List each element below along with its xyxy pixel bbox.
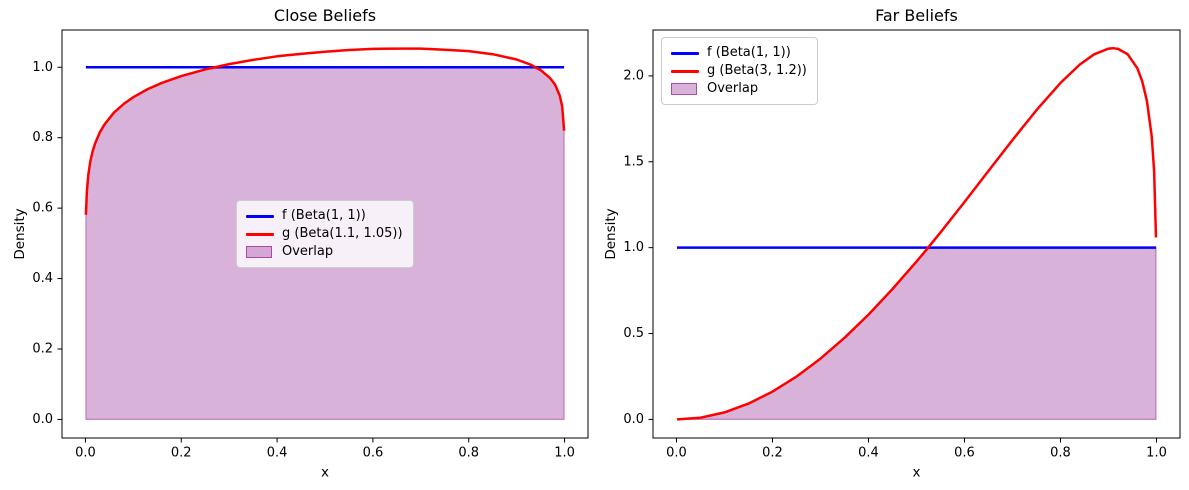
legend-label: g (Beta(1.1, 1.05)) — [282, 226, 403, 241]
plot-title: Close Beliefs — [274, 6, 376, 25]
x-tick-label: 0.4 — [267, 445, 288, 460]
y-tick-label: 1.5 — [623, 154, 644, 169]
overlap-region — [676, 247, 1157, 420]
x-tick-label: 0.8 — [1050, 445, 1071, 460]
legend-line-swatch — [671, 51, 699, 55]
x-tick-label: 0.6 — [363, 445, 384, 460]
y-tick-label: 0.0 — [32, 412, 53, 427]
legend-label: g (Beta(3, 1.2)) — [707, 63, 807, 78]
x-tick-label: 0.2 — [762, 445, 783, 460]
legend-entry: Overlap — [671, 80, 807, 98]
x-tick-label: 0.4 — [858, 445, 879, 460]
x-tick-label: 1.0 — [554, 445, 575, 460]
plot-title: Far Beliefs — [875, 6, 958, 25]
subplot-far-beliefs: 0.0 0.2 0.4 0.6 0.8 1.0 0.0 0.5 1.0 1.5 2.0 Far Bel… — [603, 6, 1181, 481]
y-tick-label: 0.8 — [32, 130, 53, 145]
legend-entry: Overlap — [246, 243, 403, 261]
x-tick-label: 0.2 — [171, 445, 192, 460]
x-tick-label: 1.0 — [1146, 445, 1167, 460]
legend-label: Overlap — [282, 244, 334, 259]
legend-patch-swatch — [671, 83, 697, 95]
y-tick-label: 1.0 — [32, 60, 53, 75]
y-tick-label: 0.4 — [32, 271, 53, 286]
y-tick-label: 0.6 — [32, 201, 53, 216]
y-tick-label: 1.0 — [623, 240, 644, 255]
legend-line-swatch — [246, 232, 274, 236]
legend-label: Overlap — [707, 81, 759, 96]
g-density-curve — [676, 46, 1158, 421]
legend-label: f (Beta(1, 1)) — [707, 45, 791, 60]
legend-label: f (Beta(1, 1)) — [282, 208, 366, 223]
legend-line-swatch — [246, 214, 274, 218]
y-tick-label: 0.0 — [623, 412, 644, 427]
y-tick-label: 0.2 — [32, 342, 53, 357]
axes-spines — [652, 29, 1181, 439]
axes-spines — [61, 29, 589, 439]
x-tick-label: 0.0 — [666, 445, 687, 460]
y-tick-label: 2.0 — [623, 68, 644, 83]
g-density-curve — [84, 47, 566, 215]
x-axis-label: x — [321, 465, 329, 481]
x-tick-label: 0.6 — [954, 445, 975, 460]
legend-entry: f (Beta(1, 1)) — [246, 207, 403, 225]
legend-entry: g (Beta(3, 1.2)) — [671, 62, 807, 80]
y-axis-label: Density — [12, 208, 28, 259]
y-axis-label: Density — [603, 208, 619, 259]
legend-far-beliefs: f (Beta(1, 1)) g (Beta(3, 1.2)) Overlap — [661, 37, 818, 105]
x-tick-label: 0.8 — [458, 445, 479, 460]
legend-entry: f (Beta(1, 1)) — [671, 44, 807, 62]
legend-entry: g (Beta(1.1, 1.05)) — [246, 225, 403, 243]
y-tick-label: 0.5 — [623, 326, 644, 341]
x-axis-label: x — [913, 465, 921, 481]
legend-close-beliefs: f (Beta(1, 1)) g (Beta(1.1, 1.05)) Overlap — [236, 200, 414, 268]
legend-line-swatch — [671, 69, 699, 73]
legend-patch-swatch — [246, 246, 272, 258]
x-tick-label: 0.0 — [75, 445, 96, 460]
